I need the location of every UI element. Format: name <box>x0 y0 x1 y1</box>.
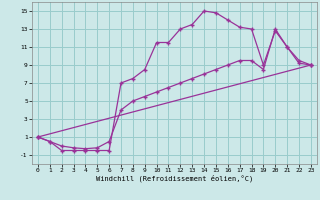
X-axis label: Windchill (Refroidissement éolien,°C): Windchill (Refroidissement éolien,°C) <box>96 175 253 182</box>
